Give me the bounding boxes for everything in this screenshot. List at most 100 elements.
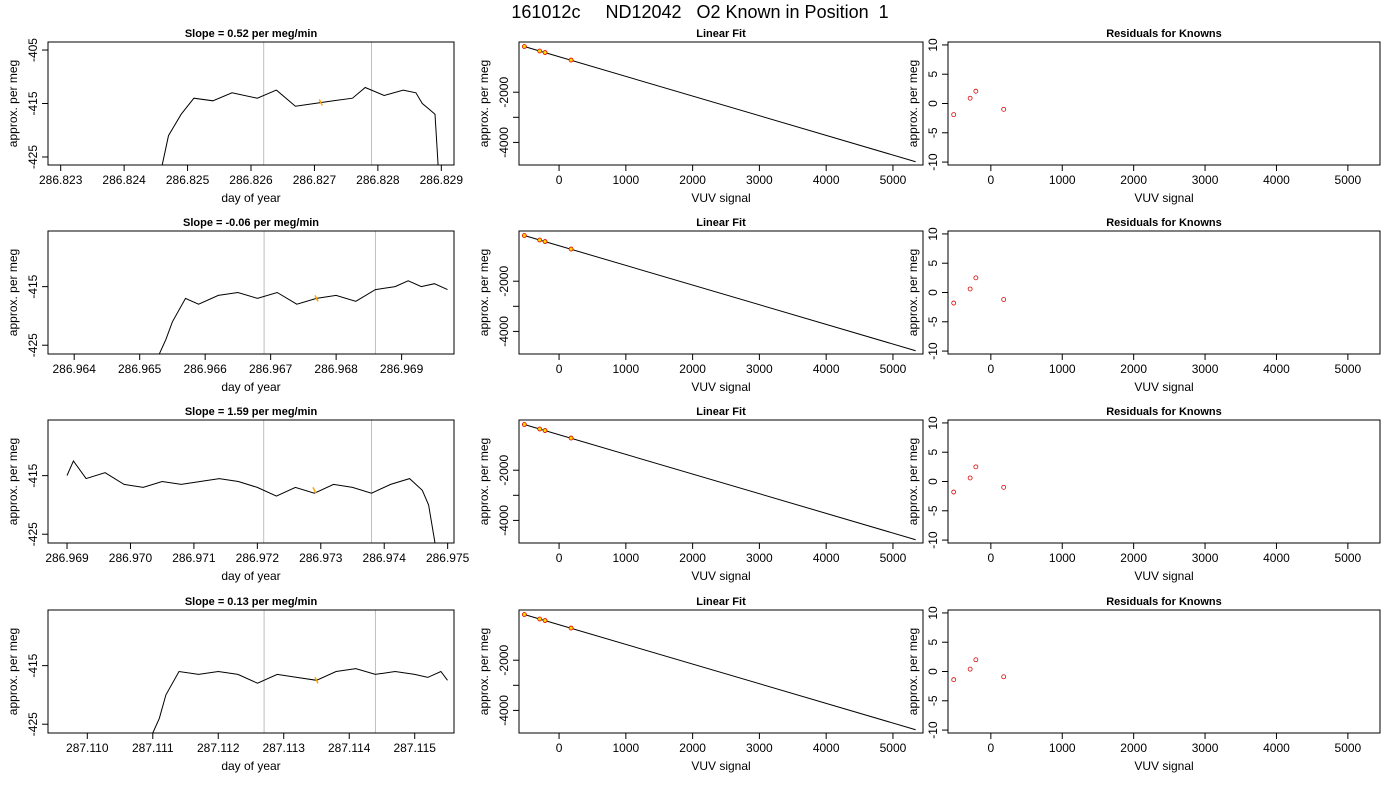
panel-title: Residuals for Knowns [1106,596,1222,608]
x-tick-label: 2000 [679,362,706,376]
x-tick-label: 286.966 [183,362,227,376]
y-axis-label: approx. per meg [906,249,920,336]
x-tick-label: 2000 [679,173,706,187]
x-tick-label: 3000 [746,362,773,376]
plot-area [158,231,448,354]
figure-title: 161012c ND12042 O2 Known in Position 1 [511,2,889,22]
x-tick-label: 286.974 [363,551,407,565]
x-tick-label: 3000 [746,173,773,187]
data-point [568,57,574,63]
x-tick-label: 1000 [1049,362,1076,376]
chart-panel-residuals-2: Residuals for Knowns 0 1000 2000 3000 4000 500… [906,217,1381,394]
y-tick-label: -2000 [497,266,511,297]
y-tick-label: -415 [26,653,40,677]
x-tick-label: 287.114 [328,741,371,755]
data-point [967,666,973,672]
x-tick-label: 1000 [612,741,639,755]
x-tick-label: 4000 [1263,551,1290,565]
x-tick-label: 4000 [813,173,840,187]
data-point [521,612,527,617]
x-tick-label: 3000 [746,741,773,755]
plot-frame [47,41,455,166]
plot-frame [947,609,1381,734]
x-tick-label: 0 [556,741,563,755]
x-tick-label: 286.968 [314,362,358,376]
data-point [568,625,574,631]
x-tick-label: 286.967 [249,362,293,376]
x-tick-label: 0 [987,551,994,565]
x-tick-label: 286.824 [102,173,146,187]
plot-frame [47,609,455,734]
x-tick-label: 286.823 [39,173,83,187]
plot-area [951,275,1007,306]
x-tick-label: 0 [987,741,994,755]
y-axis-label: approx. per meg [477,438,491,525]
chart-panel-time-series-2: Slope = -0.06 per meg/min 286.964 286.965 2… [6,217,455,394]
x-tick-label: 1000 [1049,741,1076,755]
x-tick-label: 287.113 [262,741,305,755]
y-tick-label: -10 [926,721,940,739]
data-point [521,422,527,427]
x-tick-label: 0 [556,173,563,187]
x-tick-label: 5000 [880,551,907,565]
y-axis-label: approx. per meg [6,438,20,525]
x-axis-label: VUV signal [1134,191,1193,205]
x-axis-label: VUV signal [1134,569,1193,583]
data-point [1001,484,1007,490]
chart-panel-linear-fit-3: Linear Fit 0 1000 2000 3000 4000 5000 -4000 -200… [477,406,924,583]
x-tick-label: 2000 [1120,551,1147,565]
y-tick-label: 5 [926,449,940,456]
x-tick-label: 4000 [813,362,840,376]
plot-area [152,610,448,733]
series-line [161,86,439,165]
x-tick-label: 1000 [612,551,639,565]
x-tick-label: 0 [556,551,563,565]
y-tick-label: 10 [926,416,940,430]
data-point [537,237,543,243]
y-tick-label: 5 [926,639,940,646]
highlight-mark [314,295,319,302]
data-point [951,300,957,306]
y-tick-label: -425 [26,522,40,546]
series-line [66,459,436,543]
plot-area [951,657,1007,683]
chart-panel-time-series-3: Slope = 1.59 per meg/min 286.969 286.970 28… [6,406,470,583]
chart-panel-linear-fit-1: Linear Fit 0 1000 2000 3000 4000 5000 -4000 -200… [477,28,924,205]
y-tick-label: -4000 [497,505,511,536]
plot-frame [47,230,455,355]
x-tick-label: 286.825 [166,173,210,187]
panel-title: Linear Fit [696,28,746,40]
chart-panel-residuals-1: Residuals for Knowns 0 1000 2000 3000 4000 500… [906,28,1381,205]
plot-area [521,44,916,163]
x-tick-label: 286.965 [118,362,162,376]
x-tick-label: 4000 [1263,741,1290,755]
plot-area [951,464,1007,495]
y-tick-label: -4000 [497,127,511,158]
y-tick-label: -415 [26,274,40,298]
panel-title: Slope = 0.52 per meg/min [185,28,318,40]
y-tick-label: -4000 [497,316,511,347]
x-tick-label: 286.826 [229,173,273,187]
y-axis-label: approx. per meg [906,60,920,147]
panel-title: Slope = 1.59 per meg/min [185,406,318,418]
x-axis-label: day of year [221,759,280,773]
chart-panel-residuals-4: Residuals for Knowns 0 1000 2000 3000 4000 500… [906,596,1381,773]
x-tick-label: 286.970 [109,551,153,565]
y-tick-label: -405 [26,38,40,62]
y-tick-label: -5 [926,127,940,138]
plot-area [161,42,439,165]
chart-panel-time-series-4: Slope = 0.13 per meg/min 287.110 287.111 28… [6,596,455,773]
chart-panel-time-series-1: Slope = 0.52 per meg/min 286.823 286.824 28… [6,28,463,205]
x-tick-label: 4000 [1263,362,1290,376]
x-axis-label: VUV signal [691,191,750,205]
x-tick-label: 5000 [880,741,907,755]
fit-line [524,235,916,352]
highlight-mark [318,99,323,106]
x-tick-label: 287.111 [132,741,174,755]
data-point [537,48,543,54]
data-point [951,112,957,118]
y-tick-label: -4000 [497,695,511,726]
series-line [152,668,448,733]
y-tick-label: 0 [926,668,940,675]
